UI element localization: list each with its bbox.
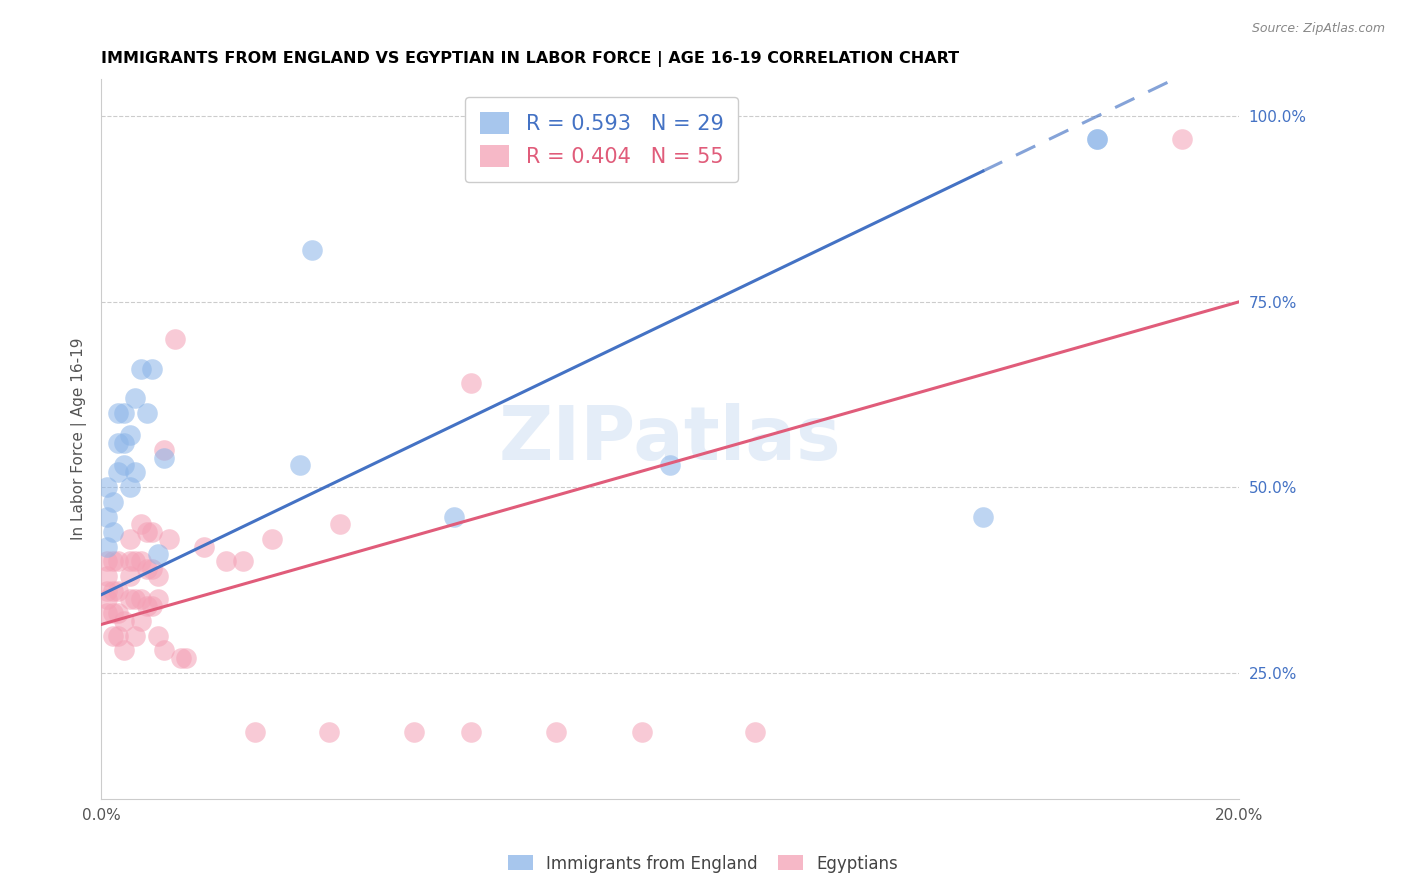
Point	[972, 510, 994, 524]
Point	[96, 584, 118, 599]
Point	[290, 458, 312, 472]
Point	[107, 629, 129, 643]
Point	[118, 480, 141, 494]
Point	[124, 554, 146, 568]
Point	[112, 614, 135, 628]
Point	[96, 591, 118, 606]
Point	[101, 607, 124, 621]
Point	[118, 532, 141, 546]
Point	[101, 524, 124, 539]
Point	[101, 584, 124, 599]
Legend: R = 0.593   N = 29, R = 0.404   N = 55: R = 0.593 N = 29, R = 0.404 N = 55	[465, 97, 738, 182]
Point	[112, 435, 135, 450]
Point	[124, 391, 146, 405]
Point	[152, 450, 174, 465]
Point	[107, 435, 129, 450]
Point	[107, 554, 129, 568]
Point	[129, 554, 152, 568]
Point	[112, 406, 135, 420]
Point	[129, 517, 152, 532]
Point	[193, 540, 215, 554]
Point	[107, 406, 129, 420]
Point	[96, 480, 118, 494]
Point	[318, 725, 340, 739]
Point	[129, 591, 152, 606]
Point	[135, 524, 157, 539]
Point	[165, 332, 187, 346]
Point	[1085, 131, 1108, 145]
Text: Source: ZipAtlas.com: Source: ZipAtlas.com	[1251, 22, 1385, 36]
Point	[141, 524, 163, 539]
Point	[659, 458, 682, 472]
Point	[301, 243, 323, 257]
Point	[101, 495, 124, 509]
Point	[118, 554, 141, 568]
Point	[460, 725, 482, 739]
Point	[157, 532, 180, 546]
Point	[176, 650, 198, 665]
Point	[124, 591, 146, 606]
Point	[232, 554, 254, 568]
Point	[630, 725, 652, 739]
Point	[101, 629, 124, 643]
Point	[146, 547, 169, 561]
Point	[129, 361, 152, 376]
Point	[329, 517, 352, 532]
Point	[96, 540, 118, 554]
Point	[152, 643, 174, 657]
Point	[118, 591, 141, 606]
Point	[744, 725, 766, 739]
Point	[141, 562, 163, 576]
Point	[112, 458, 135, 472]
Point	[602, 131, 624, 145]
Point	[96, 554, 118, 568]
Point	[135, 562, 157, 576]
Point	[170, 650, 193, 665]
Point	[152, 443, 174, 458]
Point	[141, 599, 163, 613]
Point	[546, 725, 568, 739]
Point	[460, 376, 482, 391]
Point	[107, 584, 129, 599]
Point	[107, 466, 129, 480]
Point	[112, 643, 135, 657]
Point	[96, 607, 118, 621]
Point	[124, 466, 146, 480]
Legend: Immigrants from England, Egyptians: Immigrants from England, Egyptians	[502, 848, 904, 880]
Text: IMMIGRANTS FROM ENGLAND VS EGYPTIAN IN LABOR FORCE | AGE 16-19 CORRELATION CHART: IMMIGRANTS FROM ENGLAND VS EGYPTIAN IN L…	[101, 51, 959, 67]
Point	[260, 532, 283, 546]
Point	[118, 569, 141, 583]
Point	[101, 554, 124, 568]
Point	[215, 554, 238, 568]
Point	[402, 725, 425, 739]
Point	[96, 510, 118, 524]
Point	[1085, 131, 1108, 145]
Point	[129, 614, 152, 628]
Point	[146, 591, 169, 606]
Point	[135, 599, 157, 613]
Text: ZIPatlas: ZIPatlas	[499, 402, 841, 475]
Point	[107, 607, 129, 621]
Point	[146, 629, 169, 643]
Point	[1171, 131, 1194, 145]
Point	[243, 725, 266, 739]
Point	[135, 406, 157, 420]
Point	[443, 510, 465, 524]
Point	[124, 629, 146, 643]
Point	[141, 361, 163, 376]
Point	[630, 131, 652, 145]
Y-axis label: In Labor Force | Age 16-19: In Labor Force | Age 16-19	[72, 338, 87, 541]
Point	[118, 428, 141, 442]
Point	[146, 569, 169, 583]
Point	[96, 569, 118, 583]
